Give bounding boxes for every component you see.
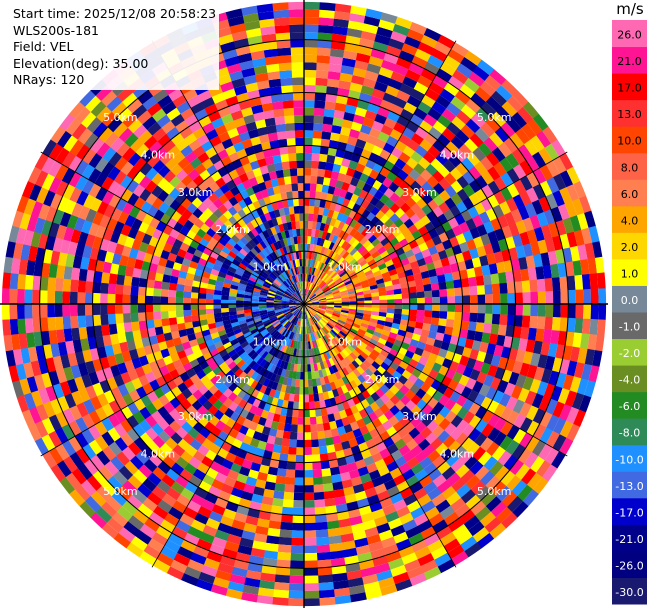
range-ring (144, 144, 464, 464)
colorbar-tick-label: 6.0 (621, 188, 639, 201)
station-name: WLS200s-181 (13, 22, 99, 38)
colorbar-swatch (612, 179, 647, 207)
colorbar-tick-label: 17.0 (617, 82, 642, 95)
colorbar-swatch (612, 550, 647, 578)
colorbar-swatch (612, 338, 647, 366)
range-ring-label: 1.0km (327, 335, 362, 348)
colorbar-tick-label: -8.0 (619, 427, 640, 440)
colorbar-tick-label: -21.0 (615, 533, 643, 546)
range-ring-label: 1.0km (253, 335, 288, 348)
nrays: NRays: 120 (13, 72, 85, 87)
colorbar-tick-label: 8.0 (621, 161, 639, 174)
range-ring-label: 3.0km (402, 186, 437, 199)
colorbar-swatch (612, 471, 647, 499)
range-ring-label: 5.0km (103, 485, 138, 498)
colorbar-swatch (612, 577, 647, 605)
colorbar-swatch (612, 444, 647, 472)
field-name: Field: VEL (13, 39, 74, 54)
azimuth-line (303, 40, 457, 305)
colorbar-swatch (612, 232, 647, 260)
azimuth-line (151, 303, 305, 568)
range-ring-label: 2.0km (215, 223, 250, 236)
range-ring-overlay: 1.0km 1.0km 1.0km 1.0km 2.0km 2.0km 2.0km 2.0km… (0, 0, 608, 608)
azimuth-line (303, 303, 568, 457)
colorbar-swatch (612, 285, 647, 313)
colorbar-swatch (612, 497, 647, 525)
azimuth-line (303, 151, 568, 305)
colorbar-swatch (612, 46, 647, 74)
colorbar-swatch (612, 312, 647, 340)
range-ring-label: 4.0km (440, 448, 475, 461)
velocity-field (1, 1, 607, 607)
scan-info: Start time: 2025/12/08 20:58:23 WLS200s-… (12, 6, 220, 90)
range-ring-label: 1.0km (253, 261, 288, 274)
range-ring (39, 39, 569, 569)
range-ring-label: 2.0km (215, 373, 250, 386)
colorbar-tick-label: -26.0 (615, 559, 643, 572)
colorbar-swatch (612, 258, 647, 286)
range-ring-label: 3.0km (178, 410, 213, 423)
colorbar-swatch (612, 99, 647, 127)
range-ring-label: 4.0km (140, 148, 175, 161)
range-ring-label: 2.0km (365, 373, 400, 386)
colorbar-unit: m/s (616, 0, 644, 18)
colorbar-tick-label: -17.0 (615, 506, 643, 519)
start-time: Start time: 2025/12/08 20:58:23 (13, 6, 217, 21)
colorbar-tick-label: -6.0 (619, 400, 640, 413)
colorbar-tick-label: 13.0 (617, 108, 642, 121)
colorbar-swatch (612, 524, 647, 552)
range-ring-label: 1.0km (327, 261, 362, 274)
range-ring-label: 3.0km (178, 186, 213, 199)
colorbar: m/s -30.0 -26.0 -21.0 -17.0 -13.0 -10.0 -8.0 -6… (610, 0, 650, 610)
range-ring-label: 2.0km (365, 223, 400, 236)
range-ring-label: 4.0km (440, 148, 475, 161)
colorbar-tick-label: 26.0 (617, 29, 642, 42)
colorbar-tick-label: 1.0 (621, 267, 639, 280)
range-ring (250, 250, 358, 358)
colorbar-swatch (612, 126, 647, 154)
colorbar-tick-label: -10.0 (615, 453, 643, 466)
colorbar-tick-label: 0.0 (621, 294, 639, 307)
range-ring-label: 4.0km (140, 448, 175, 461)
colorbar-tick-label: 10.0 (617, 135, 642, 148)
range-ring-label: 5.0km (477, 111, 512, 124)
azimuth-line (40, 303, 305, 457)
colorbar-swatch (612, 418, 647, 446)
colorbar-tick-label: 21.0 (617, 55, 642, 68)
colorbar-tick-label: 4.0 (621, 214, 639, 227)
elevation: Elevation(deg): 35.00 (13, 55, 149, 71)
ppi-plot: 1.0km 1.0km 1.0km 1.0km 2.0km 2.0km 2.0km 2.0km… (0, 0, 608, 608)
colorbar-swatch (612, 152, 647, 180)
colorbar-swatch (612, 73, 647, 101)
colorbar-swatch (612, 391, 647, 419)
range-ring-label: 5.0km (477, 485, 512, 498)
colorbar-tick-label: -4.0 (619, 374, 640, 387)
colorbar-tick-label: -13.0 (615, 480, 643, 493)
azimuth-line (303, 303, 457, 568)
range-ring (92, 92, 516, 516)
colorbar-swatch (612, 365, 647, 393)
range-ring-label: 5.0km (103, 111, 138, 124)
azimuth-line (40, 151, 305, 305)
colorbar-swatch (612, 205, 647, 233)
colorbar-tick-label: -2.0 (619, 347, 640, 360)
colorbar-tick-label: 2.0 (621, 241, 639, 254)
colorbar-scale: -30.0 -26.0 -21.0 -17.0 -13.0 -10.0 -8.0 -6.0 -4… (612, 20, 647, 605)
colorbar-tick-label: -1.0 (619, 321, 640, 334)
range-ring (197, 197, 411, 411)
range-ring-label: 3.0km (402, 410, 437, 423)
colorbar-swatch (612, 20, 647, 48)
colorbar-tick-label: -30.0 (615, 586, 643, 599)
